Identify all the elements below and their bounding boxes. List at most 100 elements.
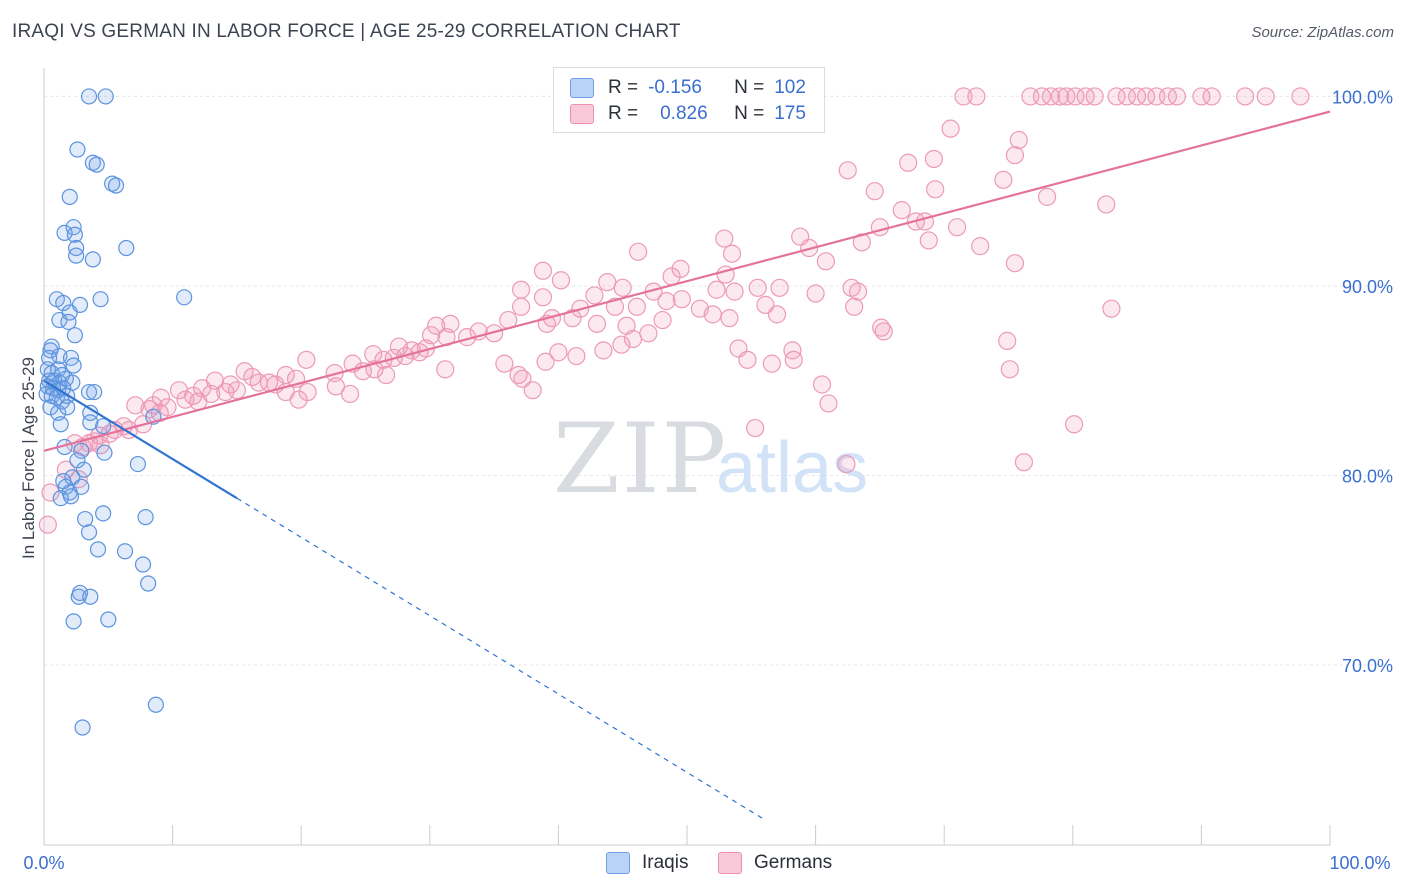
german-trend-line	[43, 110, 1331, 452]
iraqi-trend-line	[43, 379, 238, 500]
german-point	[746, 418, 765, 438]
german-point	[947, 218, 967, 237]
iraqi-point	[56, 224, 73, 241]
german-point	[1137, 87, 1156, 106]
source-credit: Source: ZipAtlas.com	[1251, 24, 1394, 41]
german-point	[427, 316, 446, 335]
watermark: ZIP atlas	[553, 403, 868, 515]
german-point	[874, 322, 893, 341]
german-point	[971, 237, 990, 256]
iraqi-point	[61, 188, 78, 205]
german-point	[1050, 87, 1070, 106]
iraqi-point	[92, 291, 109, 308]
iraqi-point	[88, 156, 105, 173]
iraqi-point	[95, 505, 112, 522]
iraqis-label: Iraqis	[642, 852, 689, 873]
german-point	[1107, 87, 1126, 106]
iraqi-point	[100, 611, 117, 628]
iraqi-point	[107, 177, 125, 194]
x-tick-label: 0.0%	[23, 853, 64, 873]
german-point	[767, 305, 787, 324]
german-point	[1256, 87, 1275, 106]
legend-n-label: N =	[734, 103, 765, 124]
german-point	[715, 229, 734, 248]
y-tick-label: 90.0%	[1342, 277, 1393, 297]
german-point	[340, 384, 360, 404]
iraqi-point	[147, 696, 164, 713]
iraqi-point	[68, 247, 85, 264]
bottom-legend-iraqis[interactable]: Iraqis	[606, 852, 688, 874]
legend-r-label: R =	[608, 77, 639, 98]
german-point	[140, 400, 159, 419]
iraqi-point	[80, 524, 98, 541]
german-point	[598, 273, 617, 292]
iraqi-point	[96, 444, 113, 461]
iraqi-point	[66, 226, 83, 243]
iraqi-point	[65, 357, 82, 374]
german-point	[533, 261, 553, 280]
germans-label: Germans	[754, 852, 833, 873]
german-point	[653, 310, 672, 330]
german-point	[722, 244, 742, 263]
german-point	[738, 350, 757, 369]
iraqi-point	[140, 575, 157, 592]
trend-lines	[43, 110, 1331, 820]
german-point	[1064, 415, 1084, 434]
german-point	[639, 324, 658, 343]
german-point	[720, 309, 739, 328]
german-point	[495, 354, 514, 373]
chart-title: IRAQI VS GERMAN IN LABOR FORCE | AGE 25-…	[12, 21, 681, 42]
german-point	[865, 182, 884, 201]
iraqi-point	[134, 556, 152, 573]
german-point	[227, 381, 246, 400]
german-point	[1005, 146, 1025, 165]
german-point	[623, 329, 643, 349]
iraqi-point	[82, 414, 99, 431]
german-point	[941, 119, 960, 138]
legend-swatch-germans	[570, 104, 594, 124]
germans-swatch	[718, 852, 742, 874]
german-point	[126, 396, 145, 415]
german-point	[1009, 130, 1028, 150]
german-point	[151, 388, 171, 407]
legend-r-value-iraqis: -0.156	[648, 77, 702, 98]
german-point	[587, 314, 607, 333]
legend-n-value-germans: 175	[774, 103, 806, 124]
german-point	[998, 331, 1017, 350]
german-point	[613, 278, 632, 297]
german-point	[567, 346, 586, 366]
german-points	[38, 87, 1310, 534]
legend-row-iraqis: R = -0.156 N = 102	[570, 76, 806, 100]
iraqi-point	[86, 383, 103, 401]
iraqi-point	[74, 719, 91, 736]
german-point	[812, 375, 832, 394]
iraqi-point	[52, 490, 69, 507]
bottom-legend-germans[interactable]: Germans	[718, 852, 832, 874]
german-point	[707, 280, 726, 299]
german-point	[549, 343, 568, 362]
german-point	[1014, 453, 1034, 472]
iraqi-point	[84, 251, 101, 268]
y-tick-label: 80.0%	[1342, 466, 1393, 486]
german-point	[657, 292, 676, 311]
german-point	[326, 377, 346, 396]
german-point	[297, 350, 316, 369]
iraqi-point	[65, 613, 82, 630]
german-point	[967, 87, 986, 106]
y-tick-label: 100.0%	[1332, 87, 1393, 107]
watermark-atlas: atlas	[716, 428, 868, 508]
german-point	[899, 153, 918, 172]
german-point	[533, 288, 553, 307]
german-point	[819, 394, 838, 413]
iraqi-point	[80, 88, 98, 105]
iraqi-point	[73, 478, 90, 495]
german-point	[783, 341, 802, 360]
legend-box: R = -0.156 N = 102 R = 0.826 N = 175	[553, 67, 825, 133]
iraqi-point	[69, 452, 86, 469]
german-point	[513, 369, 532, 388]
iraqi-point	[73, 442, 90, 459]
grid-lines	[44, 95, 1392, 666]
german-point	[38, 515, 57, 534]
y-tick-label: 70.0%	[1342, 656, 1393, 676]
german-point	[1066, 87, 1085, 106]
